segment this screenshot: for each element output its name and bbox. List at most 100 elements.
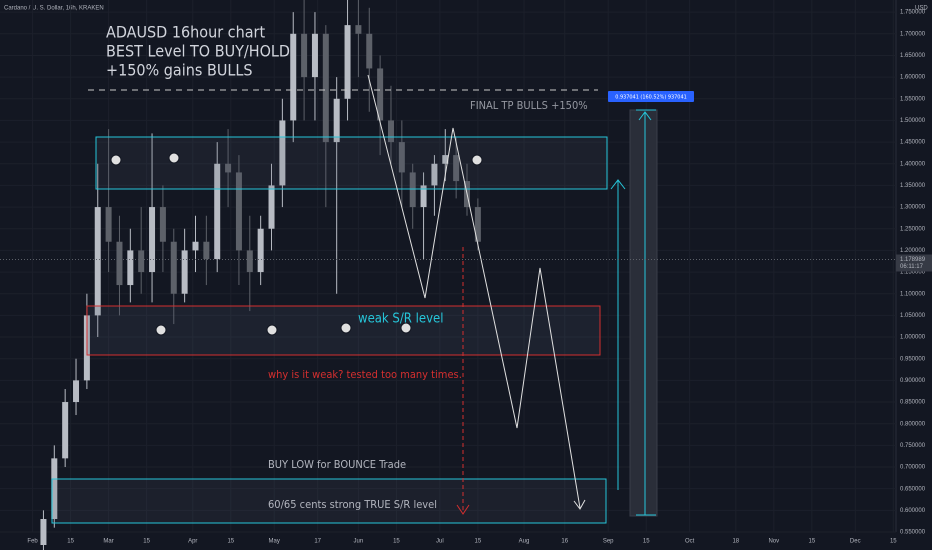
last-price-box bbox=[896, 254, 932, 272]
candle bbox=[138, 207, 145, 294]
y-tick-label: 0.800000 bbox=[900, 421, 926, 427]
x-tick-label: 15 bbox=[890, 539, 897, 545]
y-tick-label: 0.950000 bbox=[900, 356, 926, 362]
x-tick-label: 17 bbox=[314, 539, 321, 545]
candle-body bbox=[420, 185, 427, 208]
weak-reason: why is it weak? tested too many times. bbox=[268, 368, 462, 381]
candle bbox=[377, 55, 384, 156]
y-tick-label: 0.650000 bbox=[900, 486, 926, 492]
candle bbox=[474, 198, 481, 251]
candle-body bbox=[311, 33, 318, 78]
candle bbox=[73, 358, 80, 416]
candle-body bbox=[431, 163, 438, 186]
candle bbox=[170, 228, 177, 325]
y-tick-label: 0.850000 bbox=[900, 400, 926, 406]
candle-body bbox=[377, 68, 384, 121]
candle bbox=[149, 133, 156, 303]
strong-level-label: 60/65 cents strong TRUE S/R level bbox=[268, 498, 437, 511]
y-tick-label: 1.700000 bbox=[900, 31, 926, 37]
candle-body bbox=[279, 120, 286, 186]
candle-body bbox=[225, 163, 232, 173]
candle bbox=[453, 137, 460, 199]
x-tick-label: Nov bbox=[768, 539, 779, 545]
candle-body bbox=[268, 185, 275, 229]
x-tick-label: 16 bbox=[561, 539, 568, 545]
candle-body bbox=[409, 172, 416, 208]
candle-body bbox=[203, 241, 210, 260]
candle-body bbox=[62, 402, 69, 459]
candle bbox=[387, 85, 394, 164]
candle bbox=[246, 215, 253, 312]
weak-level-label: weak S/R level bbox=[358, 312, 443, 327]
x-tick-label: Jul bbox=[436, 539, 444, 545]
y-tick-label: 1.100000 bbox=[900, 291, 926, 297]
y-tick-label: 1.150000 bbox=[900, 270, 926, 276]
candle bbox=[290, 12, 297, 143]
candle bbox=[159, 185, 166, 273]
candle-body bbox=[94, 207, 101, 316]
candle bbox=[344, 0, 351, 121]
y-tick-label: 1.300000 bbox=[900, 205, 926, 211]
arrow-head bbox=[638, 111, 652, 121]
candle-body bbox=[355, 25, 362, 34]
x-tick-label: Oct bbox=[685, 539, 695, 545]
candle-body bbox=[127, 250, 134, 286]
candle bbox=[235, 155, 242, 286]
drawings bbox=[51, 74, 694, 524]
candle-body bbox=[398, 142, 405, 173]
y-tick-label: 0.600000 bbox=[900, 508, 926, 514]
currency: USD bbox=[915, 6, 928, 12]
candle bbox=[203, 215, 210, 286]
y-tick-label: 0.900000 bbox=[900, 378, 926, 384]
x-tick-label: 15 bbox=[67, 539, 74, 545]
support-zone bbox=[51, 478, 607, 524]
candle-body bbox=[105, 207, 112, 242]
last-price-label: 1.178989 bbox=[900, 257, 926, 263]
headline: +150% gains BULLS bbox=[106, 61, 253, 80]
x-tick-label: Feb bbox=[27, 539, 38, 545]
candle bbox=[431, 155, 438, 216]
candle-body bbox=[246, 250, 253, 273]
y-tick-label: 1.400000 bbox=[900, 161, 926, 167]
candle-body bbox=[159, 207, 166, 242]
x-tick-label: 15 bbox=[227, 539, 234, 545]
candle-body bbox=[170, 241, 177, 294]
y-tick-label: 1.000000 bbox=[900, 335, 926, 341]
x-tick-label: May bbox=[269, 539, 280, 545]
candle-body bbox=[116, 241, 123, 286]
candle-body bbox=[192, 241, 199, 251]
x-tick-label: 15 bbox=[475, 539, 482, 545]
candle-body bbox=[235, 172, 242, 251]
up-icons bbox=[155, 322, 412, 336]
y-tick-label: 1.250000 bbox=[900, 226, 926, 232]
candle-body bbox=[322, 33, 329, 143]
candles bbox=[40, 0, 481, 550]
y-tick-label: 1.050000 bbox=[900, 313, 926, 319]
resistance-zone bbox=[95, 136, 608, 190]
y-tick-label: 1.350000 bbox=[900, 183, 926, 189]
x-tick-label: 15 bbox=[143, 539, 150, 545]
candle bbox=[398, 120, 405, 208]
headline: ADAUSD 16hour chart bbox=[106, 23, 265, 42]
candle bbox=[40, 510, 47, 550]
y-tick-label: 0.750000 bbox=[900, 443, 926, 449]
countdown: 06:11:17 bbox=[900, 264, 924, 270]
candle-body bbox=[301, 33, 308, 78]
candle-body bbox=[138, 250, 145, 273]
candle-body bbox=[387, 120, 394, 143]
candle bbox=[311, 12, 318, 121]
arrow-head bbox=[573, 499, 586, 510]
candle bbox=[322, 25, 329, 208]
arrow-head bbox=[456, 504, 470, 515]
candle bbox=[62, 389, 69, 468]
symbol-title: Cardano / U. S. Dollar, 16h, KRAKEN bbox=[4, 6, 104, 12]
y-tick-label: 1.450000 bbox=[900, 140, 926, 146]
measure-range bbox=[629, 109, 658, 517]
target-label: FINAL TP BULLS +150% bbox=[470, 99, 588, 112]
candle-body bbox=[40, 519, 47, 545]
candle bbox=[366, 7, 373, 112]
candle-body bbox=[73, 380, 80, 403]
x-tick-label: Sep bbox=[603, 539, 614, 545]
buy-low-label: BUY LOW for BOUNCE Trade bbox=[268, 458, 406, 471]
candle bbox=[355, 0, 362, 78]
